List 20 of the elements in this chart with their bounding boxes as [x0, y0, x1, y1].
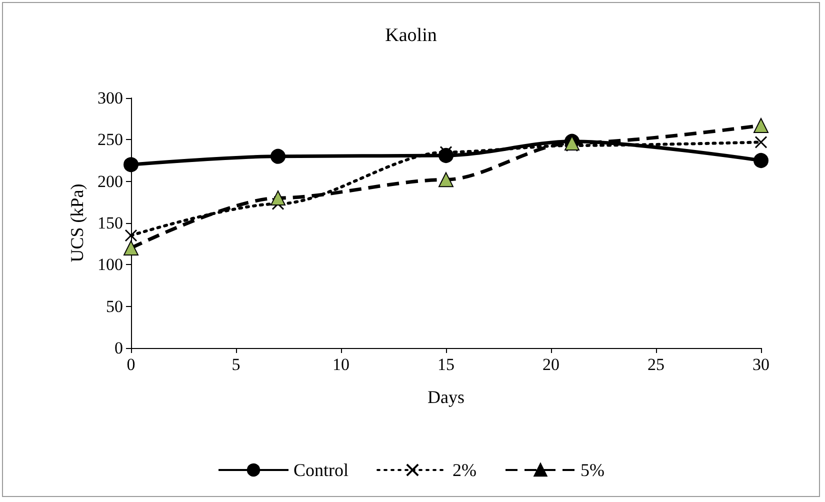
y-tick-label: 50: [106, 296, 123, 316]
legend-label: 5%: [580, 460, 604, 480]
x-tick-label: 20: [542, 355, 560, 374]
y-tick-label: 150: [98, 214, 123, 232]
x-tick-label: 30: [752, 355, 770, 374]
y-tick-label: 100: [98, 255, 123, 274]
chart-title: Kaolin: [385, 25, 438, 46]
y-tick-label: 0: [114, 338, 123, 358]
x-tick-label: 0: [126, 355, 136, 374]
y-tick-label: 200: [98, 172, 123, 191]
x-axis-title: Days: [428, 387, 464, 407]
x-tick-label: 25: [648, 355, 664, 374]
x-tick-label: 15: [438, 355, 454, 374]
y-tick-label: 250: [98, 130, 123, 150]
legend-label: Control: [294, 460, 349, 480]
y-tick-label: 300: [98, 88, 123, 108]
x-tick-label: 10: [332, 355, 350, 374]
y-axis-title: UCS (kPa): [67, 184, 87, 262]
x-tick-label: 5: [232, 355, 240, 374]
legend-label: 2%: [452, 460, 477, 480]
